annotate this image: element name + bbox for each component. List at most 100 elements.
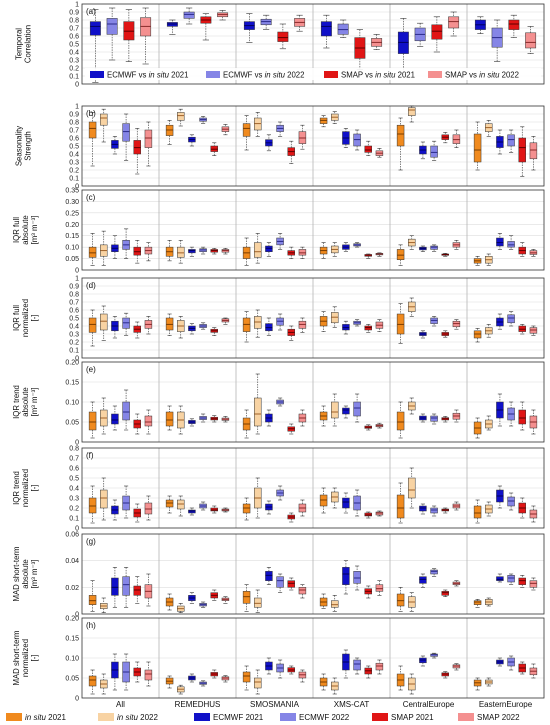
box-easterneurope-ecmwf-2022 <box>507 401 515 427</box>
box-smosmania-in-situ-2022 <box>254 477 262 519</box>
box-centraleurope-smap-2021 <box>441 253 449 257</box>
box-xms-cat-ecmwf-2022 <box>353 489 361 517</box>
box-remedhus-in-situ-2022 <box>177 405 185 435</box>
box-smosmania-smap-2021 <box>287 246 295 259</box>
box-centraleurope-ecmwf-2021 <box>419 573 427 588</box>
box-easterneurope-ecmwf-2022 <box>507 573 515 585</box>
box-smosmania-smap-2021 <box>287 577 295 591</box>
box-iqr <box>430 415 438 422</box>
box-easterneurope-in-situ-2022 <box>485 324 493 338</box>
box-easterneurope-in-situ-2022 <box>485 597 493 607</box>
box-easterneurope-ecmwf-2022 <box>507 492 515 511</box>
box-xms-cat-in-situ-2021 <box>319 242 328 259</box>
legend-text: 2022 <box>285 71 305 80</box>
box-xms-cat-ecmwf-2021 <box>342 128 350 148</box>
y-tick-label: 0.10 <box>65 400 79 407</box>
panel-label: (h) <box>86 621 96 630</box>
box-iqr <box>496 237 504 247</box>
legend-text-italic: in situ <box>479 71 500 80</box>
box-xms-cat-smap-2021 <box>364 511 372 519</box>
box-centraleurope-ecmwf-2021 <box>419 413 427 423</box>
y-tick-label: 0.1 <box>69 516 79 523</box>
legend-swatch <box>428 71 442 78</box>
y-tick-label: 0 <box>75 184 79 191</box>
y-axis-label: Temporal <box>15 28 24 60</box>
box-easterneurope-ecmwf-2022 <box>507 235 515 250</box>
y-tick-label: 0.15 <box>65 636 79 643</box>
box-all-in-situ-2022 <box>100 397 108 435</box>
box-centraleurope-ecmwf-2022 <box>414 22 426 47</box>
box-all-smap-2021 <box>133 576 141 604</box>
box-remedhus-smap-2022 <box>221 124 230 136</box>
box-remedhus-ecmwf-2021 <box>166 19 178 35</box>
bottom-legend: in situ 2021 in situ 2022 ECMWF 2021 ECMWF … <box>6 713 520 722</box>
box-iqr <box>353 571 361 584</box>
box-centraleurope-smap-2022 <box>452 409 461 423</box>
box-centraleurope-ecmwf-2022 <box>430 505 438 517</box>
box-centraleurope-smap-2021 <box>441 132 449 144</box>
y-tick-label: 0.15 <box>65 233 79 240</box>
box-centraleurope-ecmwf-2021 <box>419 245 427 253</box>
box-easterneurope-ecmwf-2021 <box>496 129 504 155</box>
box-xms-cat-in-situ-2022 <box>331 111 339 124</box>
y-tick-label: 0.20 <box>65 222 79 229</box>
box-remedhus-ecmwf-2022 <box>199 601 207 608</box>
legend-swatch <box>324 71 338 78</box>
box-smosmania-ecmwf-2022 <box>276 313 284 331</box>
panel-h: 0 0.05 0.10 0.15 0.20 (h) MAD short-term normal… <box>12 616 545 703</box>
box-all-smap-2021 <box>133 413 141 435</box>
y-tick-label: 0.2 <box>69 506 79 513</box>
box-centraleurope-ecmwf-2022 <box>430 413 438 425</box>
box-iqr <box>473 600 482 605</box>
box-xms-cat-ecmwf-2021 <box>342 560 350 595</box>
box-iqr <box>254 397 262 427</box>
legend-swatch <box>458 713 474 721</box>
box-easterneurope-smap-2022 <box>529 325 538 336</box>
box-centraleurope-smap-2022 <box>452 129 461 148</box>
y-axis-label: [m³ m⁻³] <box>30 560 39 589</box>
box-xms-cat-smap-2022 <box>375 510 384 517</box>
box-remedhus-ecmwf-2021 <box>188 323 196 335</box>
box-smosmania-in-situ-2021 <box>242 665 251 691</box>
box-smosmania-ecmwf-2022 <box>276 397 284 407</box>
box-smosmania-in-situ-2021 <box>242 584 251 612</box>
y-tick-label: 0.9 <box>69 112 79 119</box>
box-iqr <box>298 249 307 256</box>
box-centraleurope-smap-2022 <box>452 501 461 511</box>
box-smosmania-ecmwf-2021 <box>265 409 273 427</box>
box-xms-cat-in-situ-2022 <box>331 595 339 612</box>
box-iqr <box>254 677 262 689</box>
box-xms-cat-smap-2021 <box>364 665 372 679</box>
y-tick-label: 0.8 <box>69 446 79 453</box>
box-remedhus-smap-2021 <box>210 589 218 601</box>
box-xms-cat-in-situ-2022 <box>331 306 339 328</box>
box-xms-cat-smap-2021 <box>364 585 372 599</box>
box-centraleurope-in-situ-2022 <box>408 235 416 250</box>
box-easterneurope-ecmwf-2022 <box>507 129 515 153</box>
box-iqr <box>100 489 108 509</box>
box-all-in-situ-2021 <box>88 669 97 695</box>
panel-frame <box>81 105 545 187</box>
box-xms-cat-smap-2021 <box>354 29 366 70</box>
box-iqr <box>265 245 273 252</box>
box-remedhus-in-situ-2022 <box>177 495 185 517</box>
box-iqr <box>100 313 108 331</box>
box-iqr <box>254 242 262 258</box>
box-remedhus-in-situ-2022 <box>177 239 185 264</box>
box-smosmania-ecmwf-2021 <box>265 500 273 515</box>
box-smosmania-ecmwf-2022 <box>276 233 284 250</box>
box-xms-cat-ecmwf-2022 <box>353 319 361 327</box>
box-xms-cat-smap-2021 <box>364 253 372 259</box>
box-smosmania-ecmwf-2022 <box>276 121 284 137</box>
y-tick-label: 0.10 <box>65 656 79 663</box>
box-smosmania-smap-2022 <box>298 584 307 599</box>
box-centraleurope-in-situ-2022 <box>408 467 416 509</box>
box-easterneurope-ecmwf-2021 <box>496 485 504 509</box>
box-iqr <box>396 494 405 519</box>
y-tick-label: 0.7 <box>69 128 79 135</box>
box-iqr <box>298 587 307 595</box>
box-easterneurope-smap-2022 <box>529 409 538 435</box>
box-iqr <box>100 113 108 126</box>
box-all-in-situ-2021 <box>88 401 97 439</box>
box-easterneurope-ecmwf-2021 <box>496 393 504 427</box>
